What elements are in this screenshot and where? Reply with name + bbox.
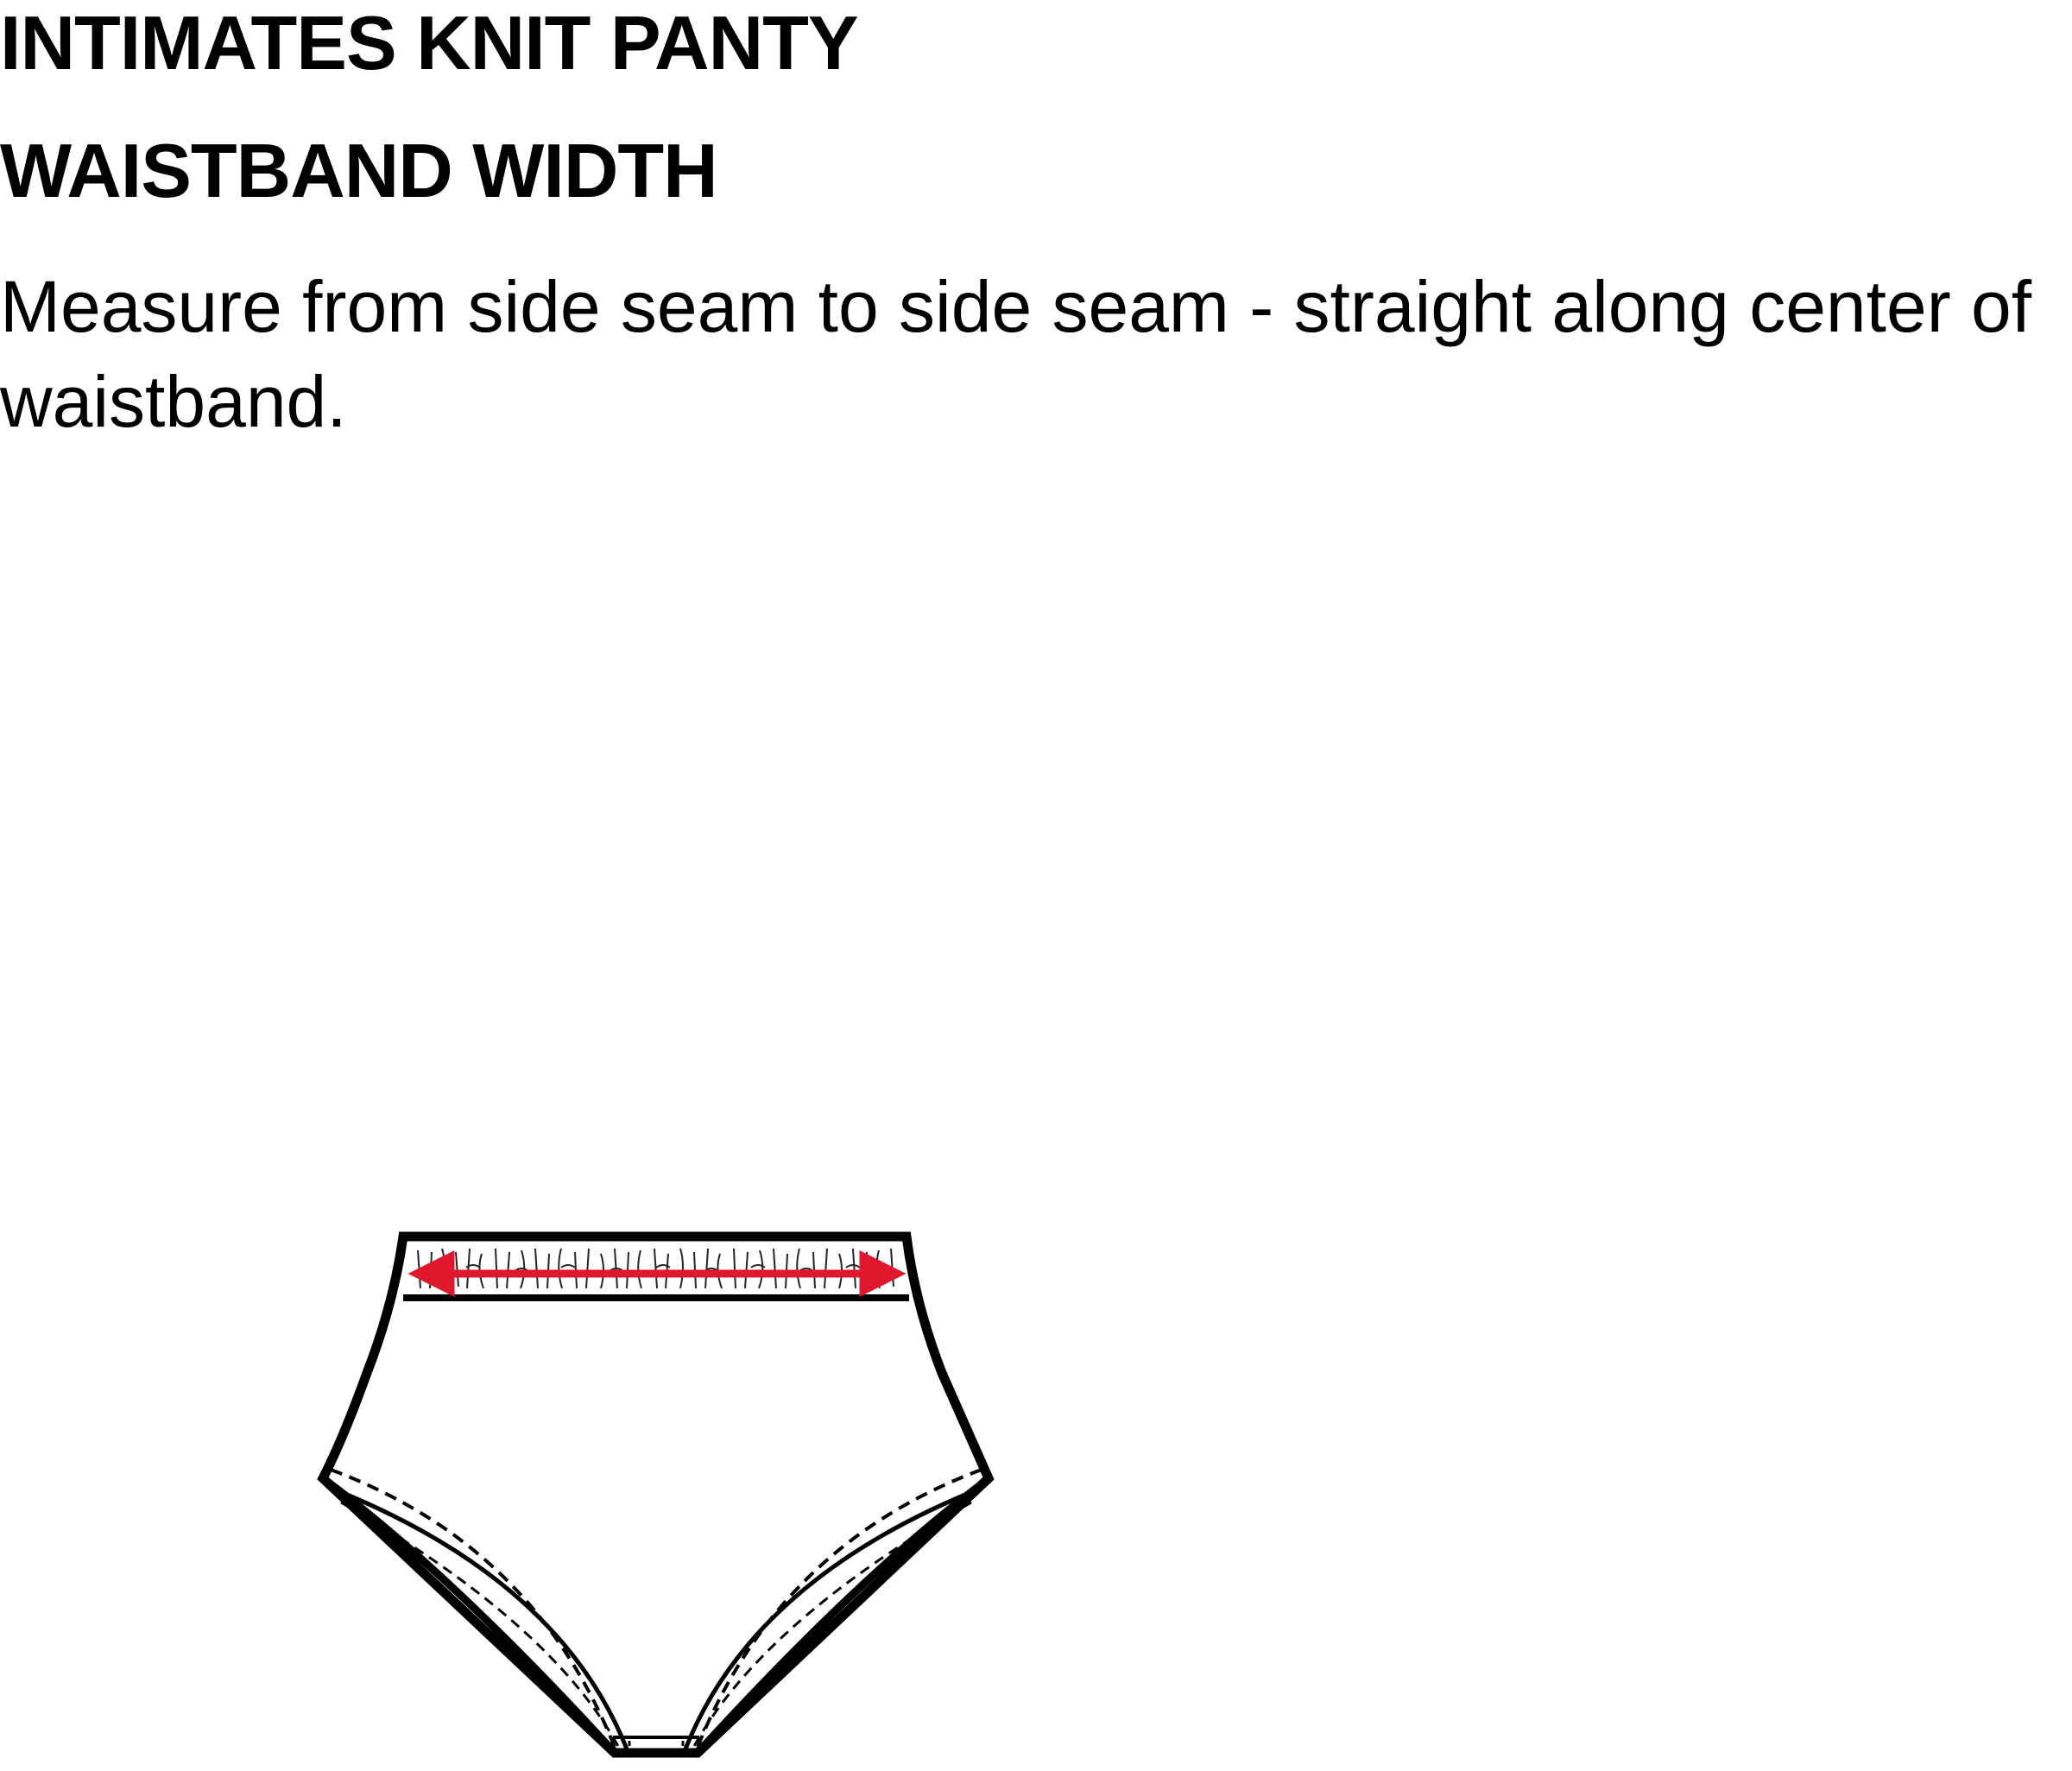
measurement-instructions: Measure from side seam to side seam - st… — [0, 266, 2032, 442]
left-leg-opening — [320, 1468, 630, 1756]
panty-diagram — [317, 1231, 995, 1758]
section-heading: WAISTBAND WIDTH — [0, 128, 718, 213]
page-title: INTIMATES KNIT PANTY — [0, 0, 859, 85]
right-leg-opening — [682, 1468, 992, 1756]
crotch-gusset — [613, 1736, 699, 1757]
panty-body-outline — [317, 1231, 995, 1758]
